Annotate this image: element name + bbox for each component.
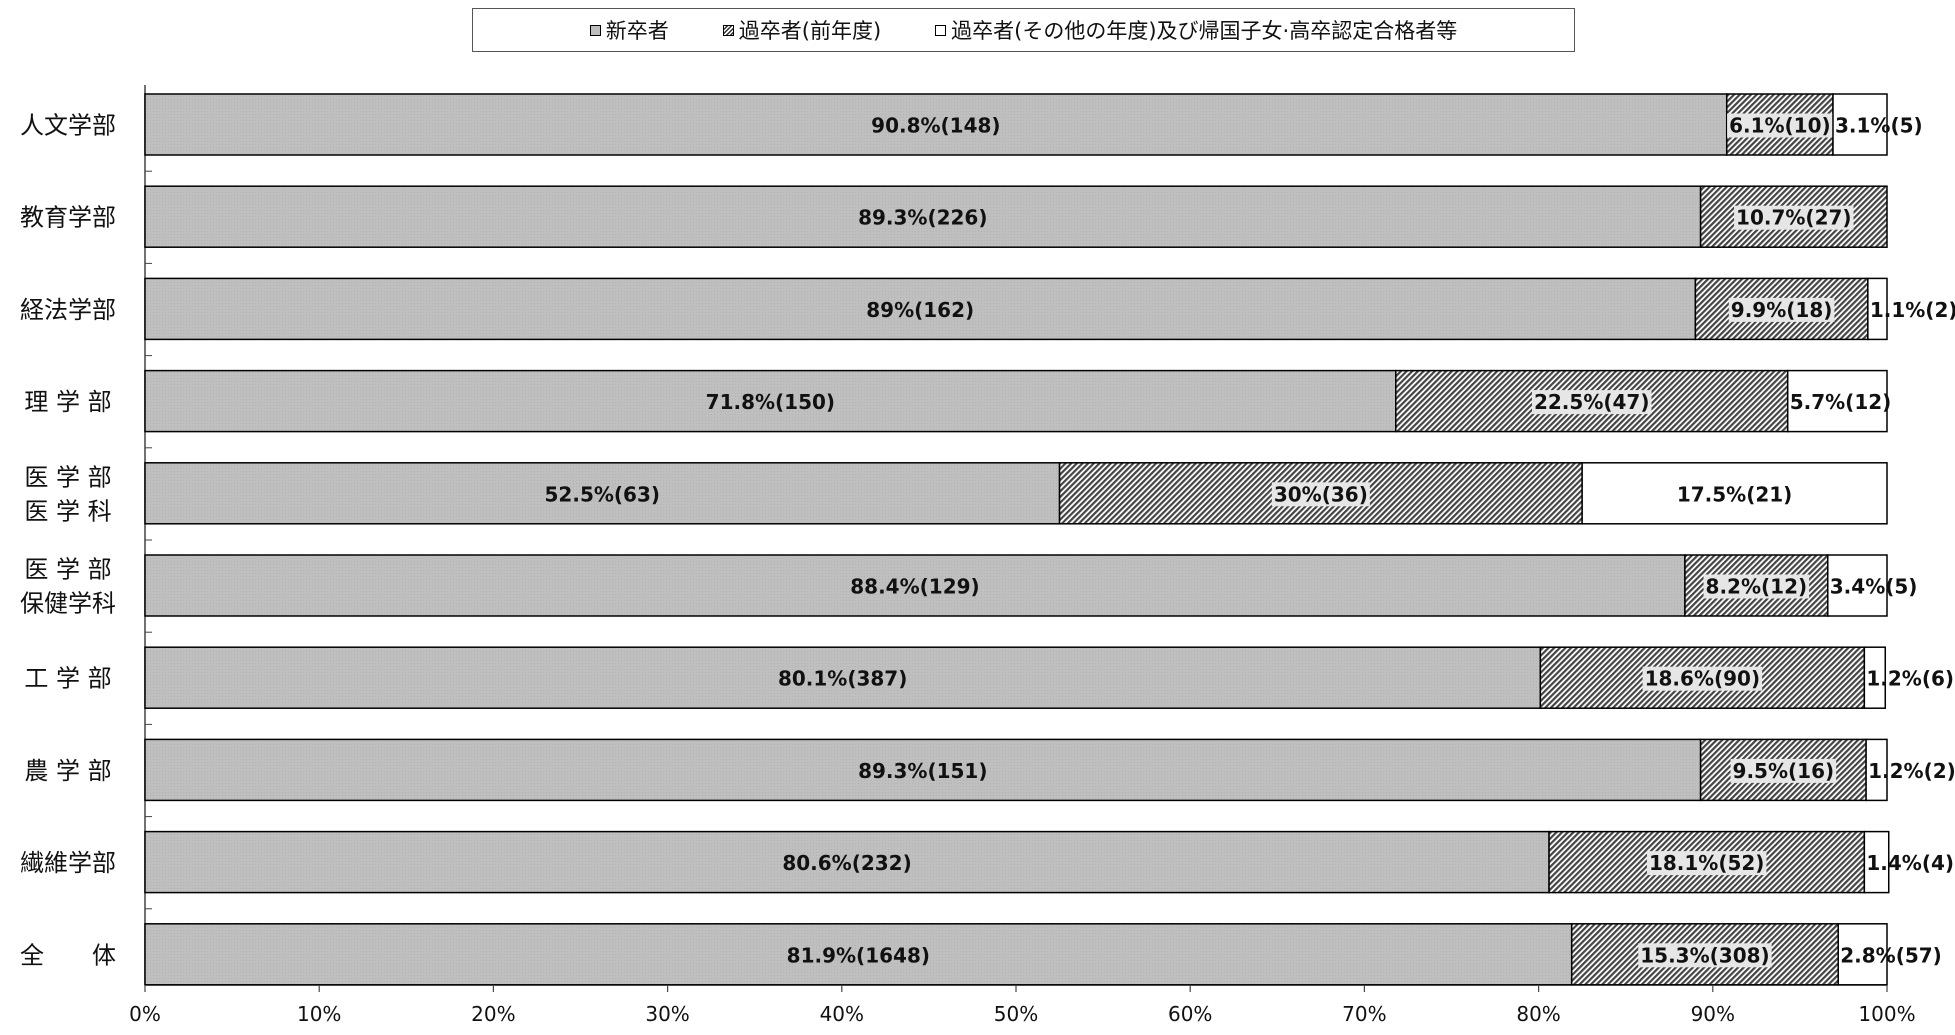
data-label-background <box>1646 851 1767 876</box>
data-label: 2.8%(57) <box>1840 943 1942 967</box>
bar-segment <box>144 277 1697 341</box>
data-label: 88.4%(129) <box>850 575 979 599</box>
data-label: 1.2%(6) <box>1866 667 1954 691</box>
legend-swatch-previous-year <box>722 24 734 36</box>
legend-item-other: 過卒者(その他の年度)及び帰国子女·高卒認定合格者等 <box>935 15 1457 45</box>
bar-segment <box>144 369 1397 433</box>
category-label: 全 体 <box>20 941 116 969</box>
data-label: 18.6%(90) <box>1645 667 1761 691</box>
x-tick-label: 40% <box>820 1002 864 1026</box>
data-label-background <box>1271 482 1370 507</box>
bar-segment <box>144 738 1702 802</box>
data-label-background <box>1734 205 1854 230</box>
data-label: 89%(162) <box>866 298 974 322</box>
x-tick-label: 60% <box>1168 1002 1212 1026</box>
bar-segment <box>1863 830 1890 894</box>
bar-segment <box>144 93 1728 156</box>
x-tick-label: 100% <box>1858 1002 1915 1026</box>
data-label: 89.3%(226) <box>858 206 987 230</box>
bar-segment <box>1867 277 1888 341</box>
data-label: 8.2%(12) <box>1706 575 1808 599</box>
category-label: 医 学 部医 学 科 <box>24 463 111 525</box>
data-label: 10.7%(27) <box>1736 206 1852 230</box>
x-tick-label: 0% <box>129 1002 161 1026</box>
data-label-background <box>1642 666 1763 691</box>
data-label: 71.8%(150) <box>706 390 835 414</box>
data-label: 17.5%(21) <box>1677 482 1793 506</box>
legend-swatch-other <box>935 24 947 36</box>
data-label: 52.5%(63) <box>545 482 661 506</box>
legend-label-new-graduates: 新卒者 <box>605 19 669 43</box>
bar-segment <box>1786 369 1888 433</box>
bar-segment <box>1699 738 1867 802</box>
category-label: 教育学部 <box>20 204 116 232</box>
legend: 新卒者 過卒者(前年度) 過卒者(その他の年度)及び帰国子女·高卒認定合格者等 <box>472 8 1575 52</box>
x-tick-label: 90% <box>1691 1002 1735 1026</box>
bar-segment <box>1837 923 1888 986</box>
data-label: 9.9%(18) <box>1731 298 1833 322</box>
category-label: 人文学部 <box>20 112 116 140</box>
data-label: 15.3%(308) <box>1640 943 1769 967</box>
data-label: 3.4%(5) <box>1830 575 1918 599</box>
bar-segment <box>144 923 1573 986</box>
data-label: 1.1%(2) <box>1870 298 1955 322</box>
bar-segment <box>1863 646 1887 709</box>
x-tick-label: 70% <box>1342 1002 1386 1026</box>
data-label: 1.4%(4) <box>1866 851 1954 875</box>
legend-label-other: 過卒者(その他の年度)及び帰国子女·高卒認定合格者等 <box>951 19 1458 43</box>
x-tick-label: 80% <box>1516 1002 1560 1026</box>
category-label: 理 学 部 <box>24 388 111 416</box>
x-tick-label: 30% <box>645 1002 689 1026</box>
data-label: 18.1%(52) <box>1649 851 1765 875</box>
data-label: 1.2%(2) <box>1868 759 1955 783</box>
data-label: 9.5%(16) <box>1733 759 1835 783</box>
bar-segment <box>1581 462 1888 525</box>
category-label: 工 学 部 <box>24 665 111 693</box>
legend-swatch-new-graduates <box>589 24 601 36</box>
data-label: 89.3%(151) <box>858 759 987 783</box>
legend-label-previous-year: 過卒者(前年度) <box>738 19 882 43</box>
bar-segment <box>1865 738 1888 802</box>
bar-segment <box>144 646 1542 709</box>
data-label: 3.1%(5) <box>1835 114 1923 138</box>
legend-item-previous-year: 過卒者(前年度) <box>722 15 882 45</box>
category-label: 繊維学部 <box>20 849 116 877</box>
data-label: 80.1%(387) <box>778 667 907 691</box>
x-tick-label: 50% <box>994 1002 1038 1026</box>
bar-segment <box>1832 93 1888 156</box>
legend-item-new-graduates: 新卒者 <box>589 15 669 45</box>
data-label: 80.6%(232) <box>782 851 911 875</box>
bar-segment <box>144 830 1550 894</box>
x-tick-label: 10% <box>297 1002 341 1026</box>
x-tick-label: 20% <box>471 1002 515 1026</box>
data-label-background <box>1728 297 1835 322</box>
data-label-background <box>1703 574 1810 599</box>
data-label-background <box>1638 943 1772 968</box>
data-label: 90.8%(148) <box>871 114 1000 138</box>
data-label: 22.5%(47) <box>1534 390 1650 414</box>
data-label: 5.7%(12) <box>1790 390 1892 414</box>
bar-segment <box>1827 554 1888 617</box>
data-label-background <box>1531 390 1652 415</box>
data-label-background <box>1727 113 1833 138</box>
category-label: 農 学 部 <box>24 757 111 785</box>
plot-area: 人文学部 90.8%(148) 6.1%(10) 3.1%(5) 教育学部 89.3%(2… <box>20 85 1955 1026</box>
data-label-background <box>1730 758 1837 783</box>
category-label: 医 学 部保健学科 <box>20 556 116 618</box>
data-label: 30%(36) <box>1274 482 1368 506</box>
bar-segment <box>144 462 1061 525</box>
data-label: 6.1%(10) <box>1729 114 1831 138</box>
category-label: 経法学部 <box>20 296 116 324</box>
data-label: 81.9%(1648) <box>787 943 930 967</box>
